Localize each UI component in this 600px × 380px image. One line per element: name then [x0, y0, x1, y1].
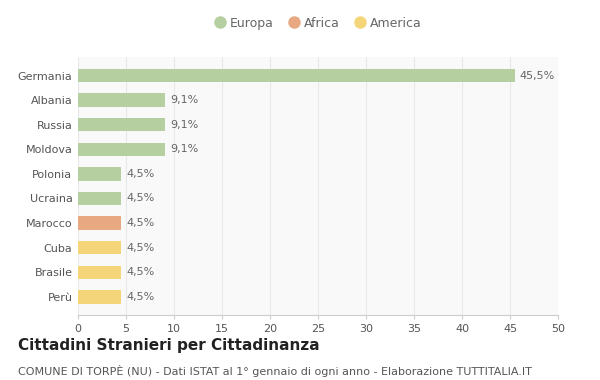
Bar: [78, 93, 166, 107]
Text: 9,1%: 9,1%: [170, 120, 199, 130]
Text: Cittadini Stranieri per Cittadinanza: Cittadini Stranieri per Cittadinanza: [18, 338, 320, 353]
Text: 9,1%: 9,1%: [170, 144, 199, 154]
Text: 4,5%: 4,5%: [126, 267, 154, 277]
Legend: Europa, Africa, America: Europa, Africa, America: [215, 17, 421, 30]
Bar: [78, 167, 121, 180]
Text: 4,5%: 4,5%: [126, 243, 154, 253]
Text: 4,5%: 4,5%: [126, 218, 154, 228]
Bar: [78, 241, 121, 255]
Text: 4,5%: 4,5%: [126, 292, 154, 302]
Bar: [78, 216, 121, 230]
Text: 45,5%: 45,5%: [520, 71, 555, 81]
Bar: [78, 118, 166, 131]
Bar: [78, 290, 121, 304]
Bar: [78, 69, 515, 82]
Bar: [78, 266, 121, 279]
Bar: [78, 192, 121, 205]
Text: 4,5%: 4,5%: [126, 169, 154, 179]
Text: 9,1%: 9,1%: [170, 95, 199, 105]
Bar: [78, 142, 166, 156]
Text: 4,5%: 4,5%: [126, 193, 154, 204]
Text: COMUNE DI TORPÈ (NU) - Dati ISTAT al 1° gennaio di ogni anno - Elaborazione TUTT: COMUNE DI TORPÈ (NU) - Dati ISTAT al 1° …: [18, 365, 532, 377]
